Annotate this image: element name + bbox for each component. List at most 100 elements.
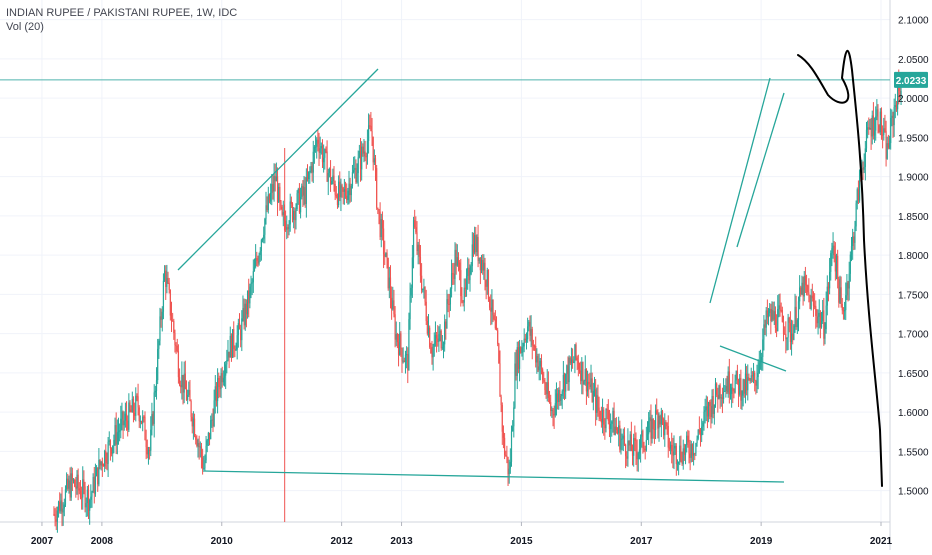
candle-body [67, 478, 69, 489]
candle-body [512, 426, 514, 432]
candle-body [880, 111, 883, 135]
y-tick-label: 1.9000 [898, 173, 929, 184]
x-tick-label: 2008 [91, 536, 114, 547]
candle-body [729, 393, 732, 395]
candle-body [131, 398, 133, 413]
candle-body [412, 220, 415, 258]
candle-body [520, 347, 522, 353]
candle-body [546, 382, 548, 395]
candle-body [143, 416, 145, 418]
candle-body [214, 386, 216, 401]
candle-body [366, 140, 369, 157]
candle-body [90, 496, 92, 500]
candle-body [875, 116, 877, 131]
candle-body [406, 354, 408, 356]
candle-body [573, 361, 575, 363]
candle-body [695, 443, 697, 454]
candle-body [297, 188, 299, 194]
candle-body [63, 504, 65, 509]
candle-body [509, 461, 511, 469]
candle-body [524, 338, 526, 341]
candle-body [474, 235, 476, 253]
candle-body [317, 139, 319, 144]
candle-body [311, 166, 313, 173]
candle-body [244, 303, 246, 326]
candle-body [115, 425, 117, 445]
candle-body [498, 343, 500, 364]
candle-body [146, 447, 148, 455]
candle-body [490, 307, 492, 312]
candle-body [736, 370, 739, 380]
candle-body [245, 303, 248, 315]
candle-body [132, 398, 135, 414]
candle-body [900, 90, 902, 98]
volume-label[interactable]: Vol (20) [6, 21, 44, 33]
candle-body [578, 369, 581, 371]
candle-body [361, 146, 363, 170]
candle-body [152, 414, 154, 424]
candle-body [650, 417, 652, 439]
candle-body [698, 429, 700, 433]
candle-body [215, 386, 218, 402]
candle-body [279, 186, 281, 202]
candle-body [291, 203, 294, 220]
candle-body [515, 363, 517, 376]
candle-body [446, 299, 448, 329]
y-tick-label: 1.7000 [898, 330, 929, 341]
y-tick-label: 1.5000 [898, 487, 929, 498]
candle-body [314, 146, 317, 148]
candle-body [353, 170, 355, 173]
candle-body [263, 234, 265, 239]
candle-body [174, 333, 176, 346]
candle-body [660, 411, 662, 425]
candle-body [505, 454, 507, 456]
candle-body [124, 413, 126, 421]
candle-body [838, 279, 840, 303]
candle-body [426, 321, 428, 334]
candle-body [274, 176, 276, 182]
candle-body [72, 479, 75, 481]
candle-body [251, 282, 253, 284]
candle-body [200, 446, 203, 458]
candle-body [329, 168, 332, 185]
candle-body [346, 195, 348, 201]
candle-body [409, 295, 411, 320]
candle-body [633, 438, 635, 456]
candle-body [605, 408, 607, 429]
candle-body [64, 489, 67, 505]
candle-body [173, 321, 175, 334]
candle-body [457, 257, 460, 263]
y-tick-label: 1.9500 [898, 133, 929, 144]
candle-body [394, 314, 396, 340]
candle-body [175, 345, 177, 347]
candle-body [235, 349, 237, 351]
candle-body [746, 373, 748, 391]
candle-body [177, 351, 180, 378]
candle-body [84, 486, 86, 508]
candle-body [717, 394, 719, 400]
candle-body [60, 500, 62, 512]
candle-body [250, 283, 252, 287]
candle-body [455, 249, 457, 266]
candle-body [763, 324, 765, 340]
candle-body [666, 422, 668, 427]
candle-body [79, 490, 82, 498]
candle-body [789, 322, 792, 342]
candle-body [812, 298, 815, 306]
candle-body [721, 397, 724, 400]
candle-body [639, 436, 642, 450]
symbol-title[interactable]: INDIAN RUPEE / PAKISTANI RUPEE, 1W, IDC [6, 7, 238, 19]
candle-body [777, 308, 779, 332]
candle-body [460, 270, 462, 297]
candle-body [550, 402, 552, 412]
candle-body [560, 396, 562, 402]
candle-body [463, 287, 465, 303]
candle-body [604, 424, 606, 429]
candle-body [522, 346, 524, 348]
candle-body [299, 196, 302, 213]
candle-body [485, 280, 487, 287]
candle-body [339, 181, 341, 198]
candle-body [272, 184, 274, 192]
